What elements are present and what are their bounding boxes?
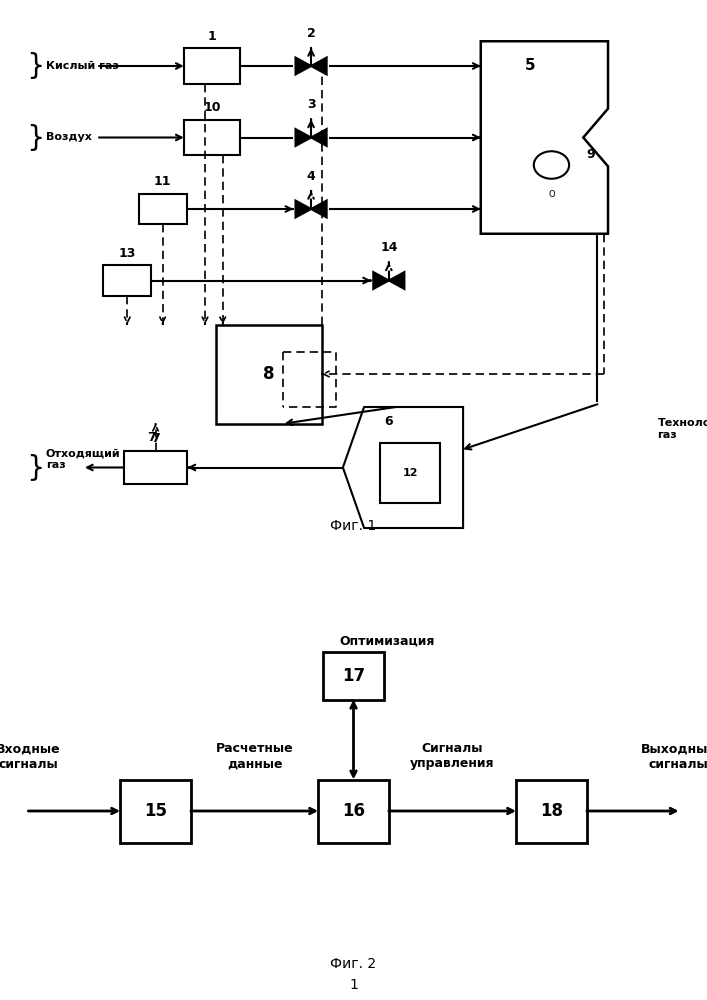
Text: 18: 18 (540, 802, 563, 820)
Text: Фиг. 1: Фиг. 1 (330, 520, 377, 534)
Text: Фиг. 2: Фиг. 2 (330, 957, 377, 971)
Polygon shape (389, 272, 404, 289)
Text: Входные
сигналы: Входные сигналы (0, 742, 61, 770)
Text: Отходящий
газ: Отходящий газ (46, 448, 121, 470)
Text: 11: 11 (154, 175, 171, 188)
Text: 12: 12 (402, 468, 418, 478)
Text: Сигналы
управления: Сигналы управления (410, 742, 495, 770)
Polygon shape (296, 58, 311, 74)
Text: 3: 3 (307, 98, 315, 111)
Polygon shape (343, 407, 463, 528)
Text: Расчетные
данные: Расчетные данные (216, 742, 293, 770)
Polygon shape (311, 58, 327, 74)
Text: Воздух: Воздух (46, 132, 92, 142)
Text: 2: 2 (307, 27, 315, 40)
Text: Выходные
сигналы: Выходные сигналы (641, 742, 707, 770)
Text: 15: 15 (144, 802, 167, 820)
Text: 1: 1 (349, 978, 358, 992)
Bar (103, 265, 151, 296)
Text: {: { (21, 121, 39, 149)
Text: O: O (548, 190, 555, 199)
Polygon shape (311, 201, 327, 217)
Text: 7: 7 (147, 431, 156, 444)
Bar (184, 120, 240, 155)
Text: {: { (21, 451, 39, 479)
Text: Кислый газ: Кислый газ (46, 61, 119, 71)
Text: 4: 4 (307, 170, 315, 183)
Bar (516, 780, 587, 842)
Text: 5: 5 (525, 58, 536, 73)
Text: 16: 16 (342, 802, 365, 820)
Bar (380, 443, 440, 503)
Text: Технологический
газ: Технологический газ (658, 418, 707, 440)
Text: {: { (21, 49, 39, 77)
Text: 1: 1 (208, 30, 216, 43)
Text: 13: 13 (119, 247, 136, 260)
Bar (324, 652, 384, 700)
Polygon shape (373, 272, 389, 289)
Text: Оптимизация: Оптимизация (339, 635, 435, 648)
Polygon shape (311, 129, 327, 146)
Text: 9: 9 (587, 147, 595, 160)
Text: 17: 17 (342, 667, 365, 685)
Bar (124, 451, 187, 484)
Polygon shape (296, 201, 311, 217)
Text: 10: 10 (204, 101, 221, 114)
Bar (216, 324, 322, 424)
Polygon shape (481, 41, 608, 234)
Bar (120, 780, 191, 842)
Text: 6: 6 (385, 415, 393, 428)
Polygon shape (296, 129, 311, 146)
Text: 8: 8 (263, 365, 274, 383)
Bar (139, 194, 187, 224)
Text: 7: 7 (151, 432, 160, 446)
Text: 14: 14 (380, 241, 397, 254)
Bar (318, 780, 389, 842)
Bar (184, 48, 240, 84)
